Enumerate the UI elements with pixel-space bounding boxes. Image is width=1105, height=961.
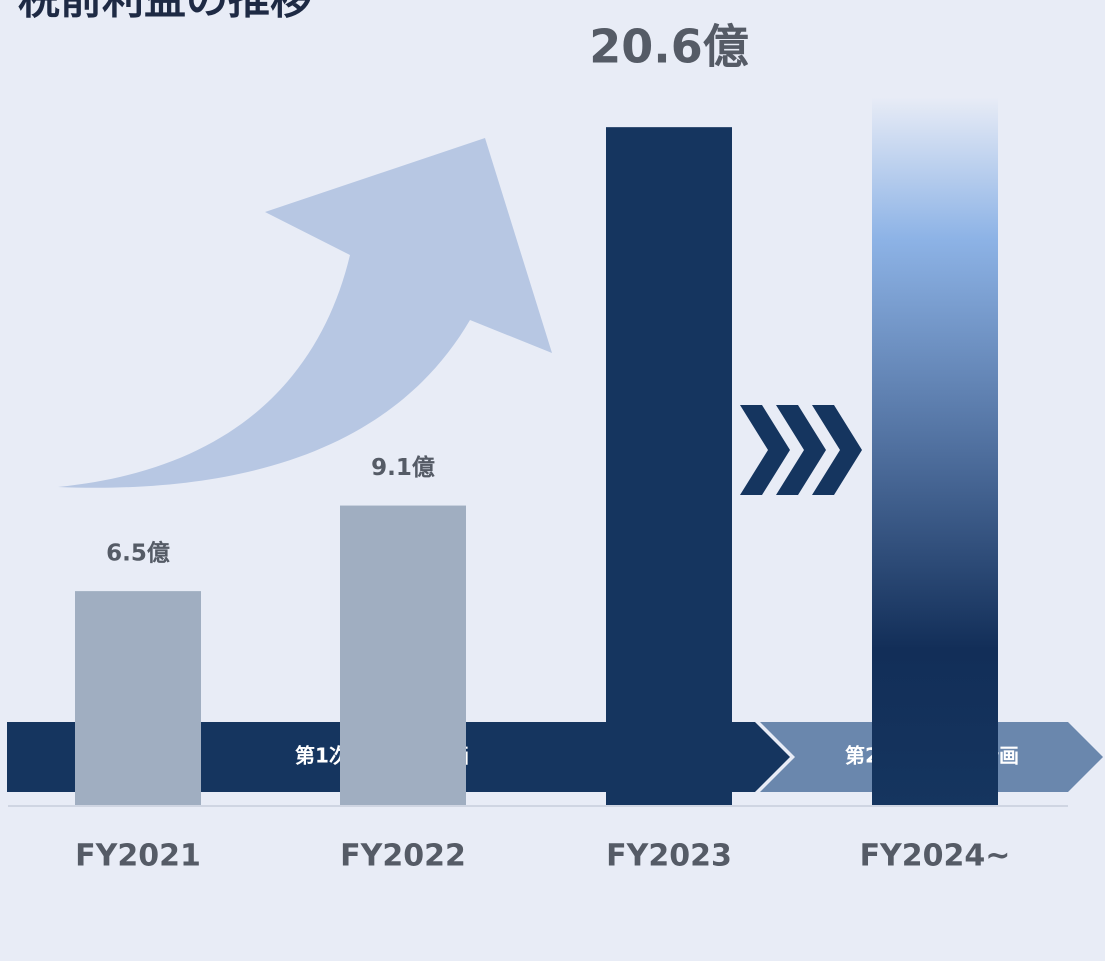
bar xyxy=(340,505,466,805)
chevrons xyxy=(740,405,862,495)
data-label: 9.1億 xyxy=(371,454,435,481)
growth-arrow xyxy=(58,138,552,488)
data-label: 20.6億 xyxy=(589,20,749,74)
bar xyxy=(606,127,732,805)
data-label: 6.5億 xyxy=(106,540,170,567)
x-tick-label: FY2021 xyxy=(75,839,201,874)
bar xyxy=(75,591,201,805)
x-tick-label: FY2022 xyxy=(340,839,466,874)
chart-title: 税前利益の推移 xyxy=(18,0,312,24)
future-bar xyxy=(872,97,998,805)
x-tick-label: FY2023 xyxy=(606,839,732,874)
x-tick-label: FY2024~ xyxy=(860,839,1011,874)
